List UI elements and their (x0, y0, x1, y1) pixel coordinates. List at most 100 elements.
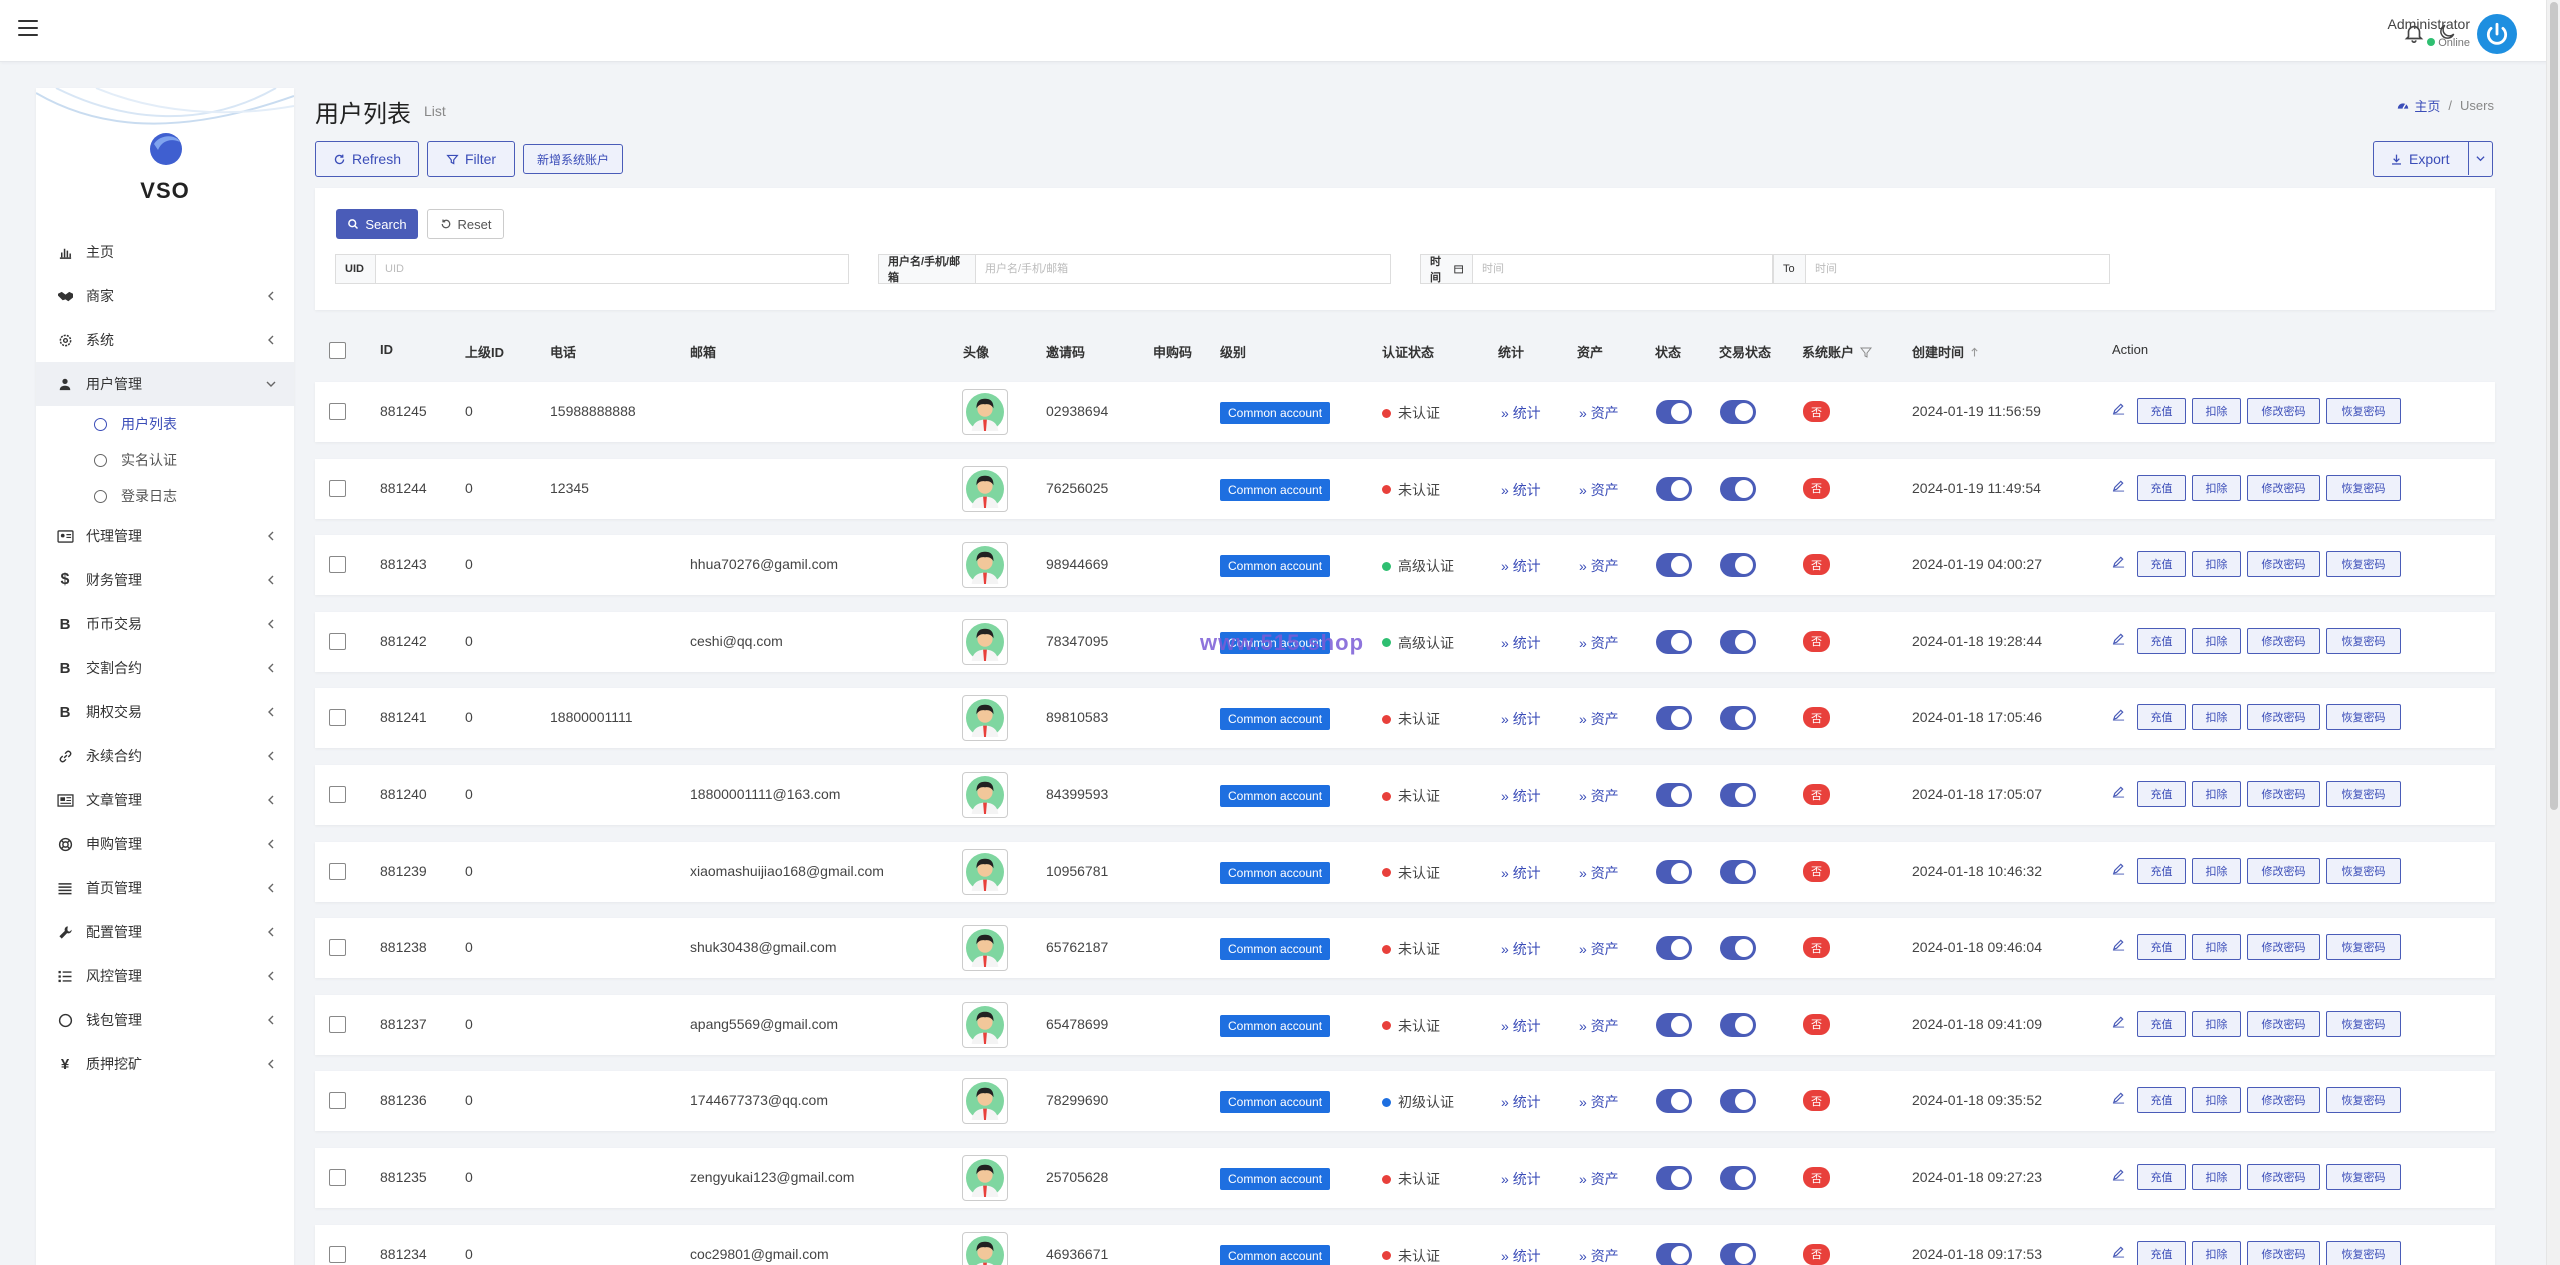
deduct-button[interactable]: 扣除 (2192, 474, 2241, 501)
change-password-button[interactable]: 修改密码 (2247, 1164, 2320, 1190)
assets-link[interactable]: » 资产 (1579, 1246, 1619, 1265)
th-level[interactable]: 级别 (1220, 345, 1247, 360)
page-scrollbar[interactable] (2546, 0, 2560, 1265)
deduct-button[interactable]: 扣除 (2192, 1087, 2241, 1114)
trade-status-toggle[interactable] (1720, 553, 1756, 578)
filter-button[interactable]: Filter (427, 141, 515, 177)
status-toggle[interactable] (1656, 1242, 1692, 1265)
trade-status-toggle[interactable] (1720, 1089, 1756, 1114)
avatar[interactable] (962, 848, 1008, 895)
assets-link[interactable]: » 资产 (1579, 709, 1619, 729)
reset-button[interactable]: Reset (427, 209, 504, 239)
trade-status-toggle[interactable] (1720, 936, 1756, 961)
select-all-checkbox[interactable] (329, 342, 346, 359)
sidebar-item[interactable]: $ 财务管理 (36, 558, 294, 602)
th-phone[interactable]: 电话 (550, 345, 577, 360)
change-password-button[interactable]: 修改密码 (2247, 551, 2320, 578)
status-toggle[interactable] (1656, 1089, 1692, 1114)
deduct-button[interactable]: 扣除 (2192, 627, 2241, 654)
assets-link[interactable]: » 资产 (1579, 403, 1619, 423)
recharge-button[interactable]: 充值 (2137, 1010, 2186, 1037)
deduct-button[interactable]: 扣除 (2192, 1010, 2241, 1037)
filter-icon[interactable] (1860, 346, 1873, 358)
row-checkbox[interactable] (329, 709, 346, 727)
stats-link[interactable]: » 统计 (1501, 633, 1541, 653)
status-toggle[interactable] (1656, 629, 1692, 654)
sidebar-item[interactable]: B 币币交易 (36, 602, 294, 646)
trade-status-toggle[interactable] (1720, 859, 1756, 884)
sidebar-item[interactable]: 配置管理 (36, 910, 294, 954)
status-toggle[interactable] (1656, 400, 1692, 424)
reset-password-button[interactable]: 恢复密码 (2326, 781, 2401, 807)
th-purchase-code[interactable]: 申购码 (1153, 345, 1193, 360)
avatar[interactable] (962, 1231, 1008, 1265)
reset-password-button[interactable]: 恢复密码 (2326, 1240, 2401, 1265)
row-checkbox[interactable] (329, 1015, 346, 1033)
sidebar-item[interactable]: B 交割合约 (36, 646, 294, 690)
recharge-button[interactable]: 充值 (2137, 551, 2186, 578)
deduct-button[interactable]: 扣除 (2192, 1164, 2241, 1190)
stats-link[interactable]: » 统计 (1501, 556, 1541, 576)
reset-password-button[interactable]: 恢复密码 (2326, 627, 2401, 654)
reset-password-button[interactable]: 恢复密码 (2326, 551, 2401, 578)
avatar[interactable] (962, 1078, 1008, 1125)
th-invite-code[interactable]: 邀请码 (1046, 345, 1086, 360)
trade-status-toggle[interactable] (1720, 476, 1756, 501)
uid-input[interactable] (375, 254, 849, 284)
edit-icon[interactable] (2112, 785, 2126, 799)
sidebar-subitem[interactable]: 登录日志 (36, 478, 294, 514)
edit-icon[interactable] (2112, 1168, 2126, 1182)
status-toggle[interactable] (1656, 1166, 1692, 1190)
sidebar-subitem[interactable]: 实名认证 (36, 442, 294, 478)
deduct-button[interactable]: 扣除 (2192, 857, 2241, 884)
reset-password-button[interactable]: 恢复密码 (2326, 1164, 2401, 1190)
search-button[interactable]: Search (336, 209, 418, 239)
edit-icon[interactable] (2112, 1015, 2126, 1029)
export-button[interactable]: Export (2373, 141, 2493, 177)
row-checkbox[interactable] (329, 1169, 346, 1186)
th-status[interactable]: 状态 (1655, 345, 1682, 360)
change-password-button[interactable]: 修改密码 (2247, 1010, 2320, 1037)
avatar[interactable] (962, 772, 1008, 818)
edit-icon[interactable] (2112, 1091, 2126, 1105)
reset-password-button[interactable]: 恢复密码 (2326, 1087, 2401, 1114)
avatar[interactable] (962, 389, 1008, 435)
sidebar-subitem[interactable]: 用户列表 (36, 406, 294, 442)
refresh-button[interactable]: Refresh (315, 141, 419, 177)
admin-name[interactable]: Administrator (2387, 16, 2470, 32)
th-email[interactable]: 邮箱 (690, 345, 717, 360)
edit-icon[interactable] (2112, 708, 2126, 722)
status-toggle[interactable] (1656, 553, 1692, 578)
trade-status-toggle[interactable] (1720, 1166, 1756, 1190)
stats-link[interactable]: » 统计 (1501, 480, 1541, 500)
change-password-button[interactable]: 修改密码 (2247, 627, 2320, 654)
row-checkbox[interactable] (329, 632, 346, 650)
status-toggle[interactable] (1656, 859, 1692, 884)
avatar[interactable] (962, 542, 1008, 589)
stats-link[interactable]: » 统计 (1501, 1092, 1541, 1112)
stats-link[interactable]: » 统计 (1501, 939, 1541, 959)
assets-link[interactable]: » 资产 (1579, 863, 1619, 883)
recharge-button[interactable]: 充值 (2137, 398, 2186, 424)
sidebar-item[interactable]: 永续合约 (36, 734, 294, 778)
avatar[interactable] (962, 1155, 1008, 1201)
avatar[interactable] (962, 925, 1008, 972)
edit-icon[interactable] (2112, 1245, 2126, 1259)
sidebar-item[interactable]: 风控管理 (36, 954, 294, 998)
sidebar-item[interactable]: B 期权交易 (36, 690, 294, 734)
moon-icon[interactable] (2437, 22, 2459, 44)
change-password-button[interactable]: 修改密码 (2247, 704, 2320, 731)
edit-icon[interactable] (2112, 479, 2126, 493)
recharge-button[interactable]: 充值 (2137, 627, 2186, 654)
reset-password-button[interactable]: 恢复密码 (2326, 857, 2401, 884)
stats-link[interactable]: » 统计 (1501, 1016, 1541, 1036)
stats-link[interactable]: » 统计 (1501, 863, 1541, 883)
change-password-button[interactable]: 修改密码 (2247, 474, 2320, 501)
row-checkbox[interactable] (329, 479, 346, 497)
trade-status-toggle[interactable] (1720, 1242, 1756, 1265)
power-icon[interactable] (2477, 14, 2517, 54)
row-checkbox[interactable] (329, 1245, 346, 1263)
bell-icon[interactable] (2403, 22, 2425, 44)
recharge-button[interactable]: 充值 (2137, 781, 2186, 807)
deduct-button[interactable]: 扣除 (2192, 781, 2241, 807)
